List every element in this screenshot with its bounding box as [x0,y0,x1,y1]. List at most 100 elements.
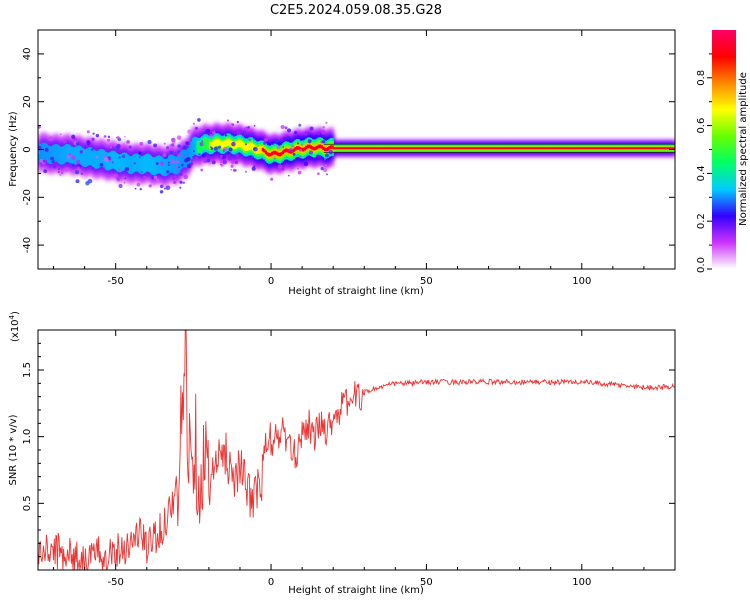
speckle [186,157,191,162]
ridge-cell [580,147,583,150]
ridge-cell [628,147,631,150]
speckle [107,135,111,139]
ridge-cell [636,147,639,150]
ridge-cell [637,147,640,150]
speckle [246,136,249,139]
ridge-cell [631,147,634,150]
speckle [182,145,187,150]
speckle [167,163,170,166]
speckle [320,129,326,135]
ridge-cell [70,146,73,165]
ridge-cell [322,146,325,151]
speckle [177,153,181,157]
ridge-cell [51,145,55,164]
speckle [92,132,95,135]
ridge-cell [59,146,62,165]
speckle [153,143,158,148]
speckle [159,162,163,166]
ridge-cell [572,147,575,150]
ridge-cell [292,148,295,153]
ridge-cell [581,147,584,150]
ridge-cell [396,147,400,150]
ridge-cell [578,147,581,150]
speckle [299,149,302,152]
speckle [103,157,109,162]
ridge-cell [589,147,592,150]
ridge-cell [229,139,232,147]
ridge-cell [194,137,198,155]
ridge-cell [608,147,611,150]
speckle [248,138,251,142]
speckle [286,128,292,133]
speckle [236,130,241,136]
speckle [234,160,239,165]
ridge-cell [337,147,341,150]
colorbar-tick-label: 0.2 [696,213,707,229]
ridge-cell [180,150,184,169]
ridge-cell [295,146,299,150]
ridge-cell [454,147,457,150]
ridge-cell [179,152,182,171]
ridge-cell [87,147,90,166]
ridge-cell [165,157,168,176]
ridge-cell [302,147,305,152]
speckle [263,141,267,145]
speckle [177,144,181,148]
speckle [106,138,111,142]
speckle [212,130,216,135]
speckle [95,155,99,159]
spectrogram-y-tick-label: 20 [22,95,33,108]
ridge-cell [455,147,459,150]
ridge-cell [372,147,375,150]
ridge-cell [556,147,560,150]
speckle [200,168,204,172]
ridge-cell [120,153,123,172]
speckle [268,163,272,168]
snr-line [38,330,675,570]
snr-frame [37,329,676,571]
ridge-cell [600,147,603,150]
speckle [282,137,287,141]
speckle [322,167,328,173]
speckle [232,168,236,172]
speckle [298,123,302,127]
ridge-cell [210,141,213,149]
ridge-cell [415,147,418,150]
speckle [42,160,45,163]
colorbar-label: Normalized spectral amplitude [738,72,749,226]
ridge-cell [606,147,609,150]
ridge-cell [639,147,642,150]
ridge-cell [553,147,556,150]
colorbar-tick-label: 0.4 [696,165,707,181]
ridge-cell [266,152,269,156]
ridge-cell [400,147,403,150]
ridge-cell [657,147,661,150]
ridge-cell [662,147,665,150]
speckle [44,147,49,152]
ridge-cell [487,147,490,150]
speckle [186,163,192,169]
ridge-cell [591,147,594,150]
speckle [179,172,183,176]
colorbar-bar [712,30,736,269]
speckle [110,160,113,163]
ridge-cell [199,140,202,153]
ridge-cell [264,150,267,155]
ridge-layer-5 [261,144,675,157]
ridge-cell [42,142,45,161]
ridge-cell [100,148,103,167]
ridge-cell [361,147,364,150]
speckle [121,154,126,159]
ridge-cell [549,147,552,150]
speckle [59,133,62,136]
ridge-cell [393,147,396,150]
ridge-cell [362,147,365,150]
ridge-cell [316,145,319,150]
ridge-cell [249,142,252,150]
speckle [213,146,219,151]
speckle [201,153,206,158]
ridge-cell [55,143,58,162]
ridge-cell [351,147,354,150]
ridge-cell [303,147,306,151]
colorbar-tick-label: 0.6 [696,118,707,134]
